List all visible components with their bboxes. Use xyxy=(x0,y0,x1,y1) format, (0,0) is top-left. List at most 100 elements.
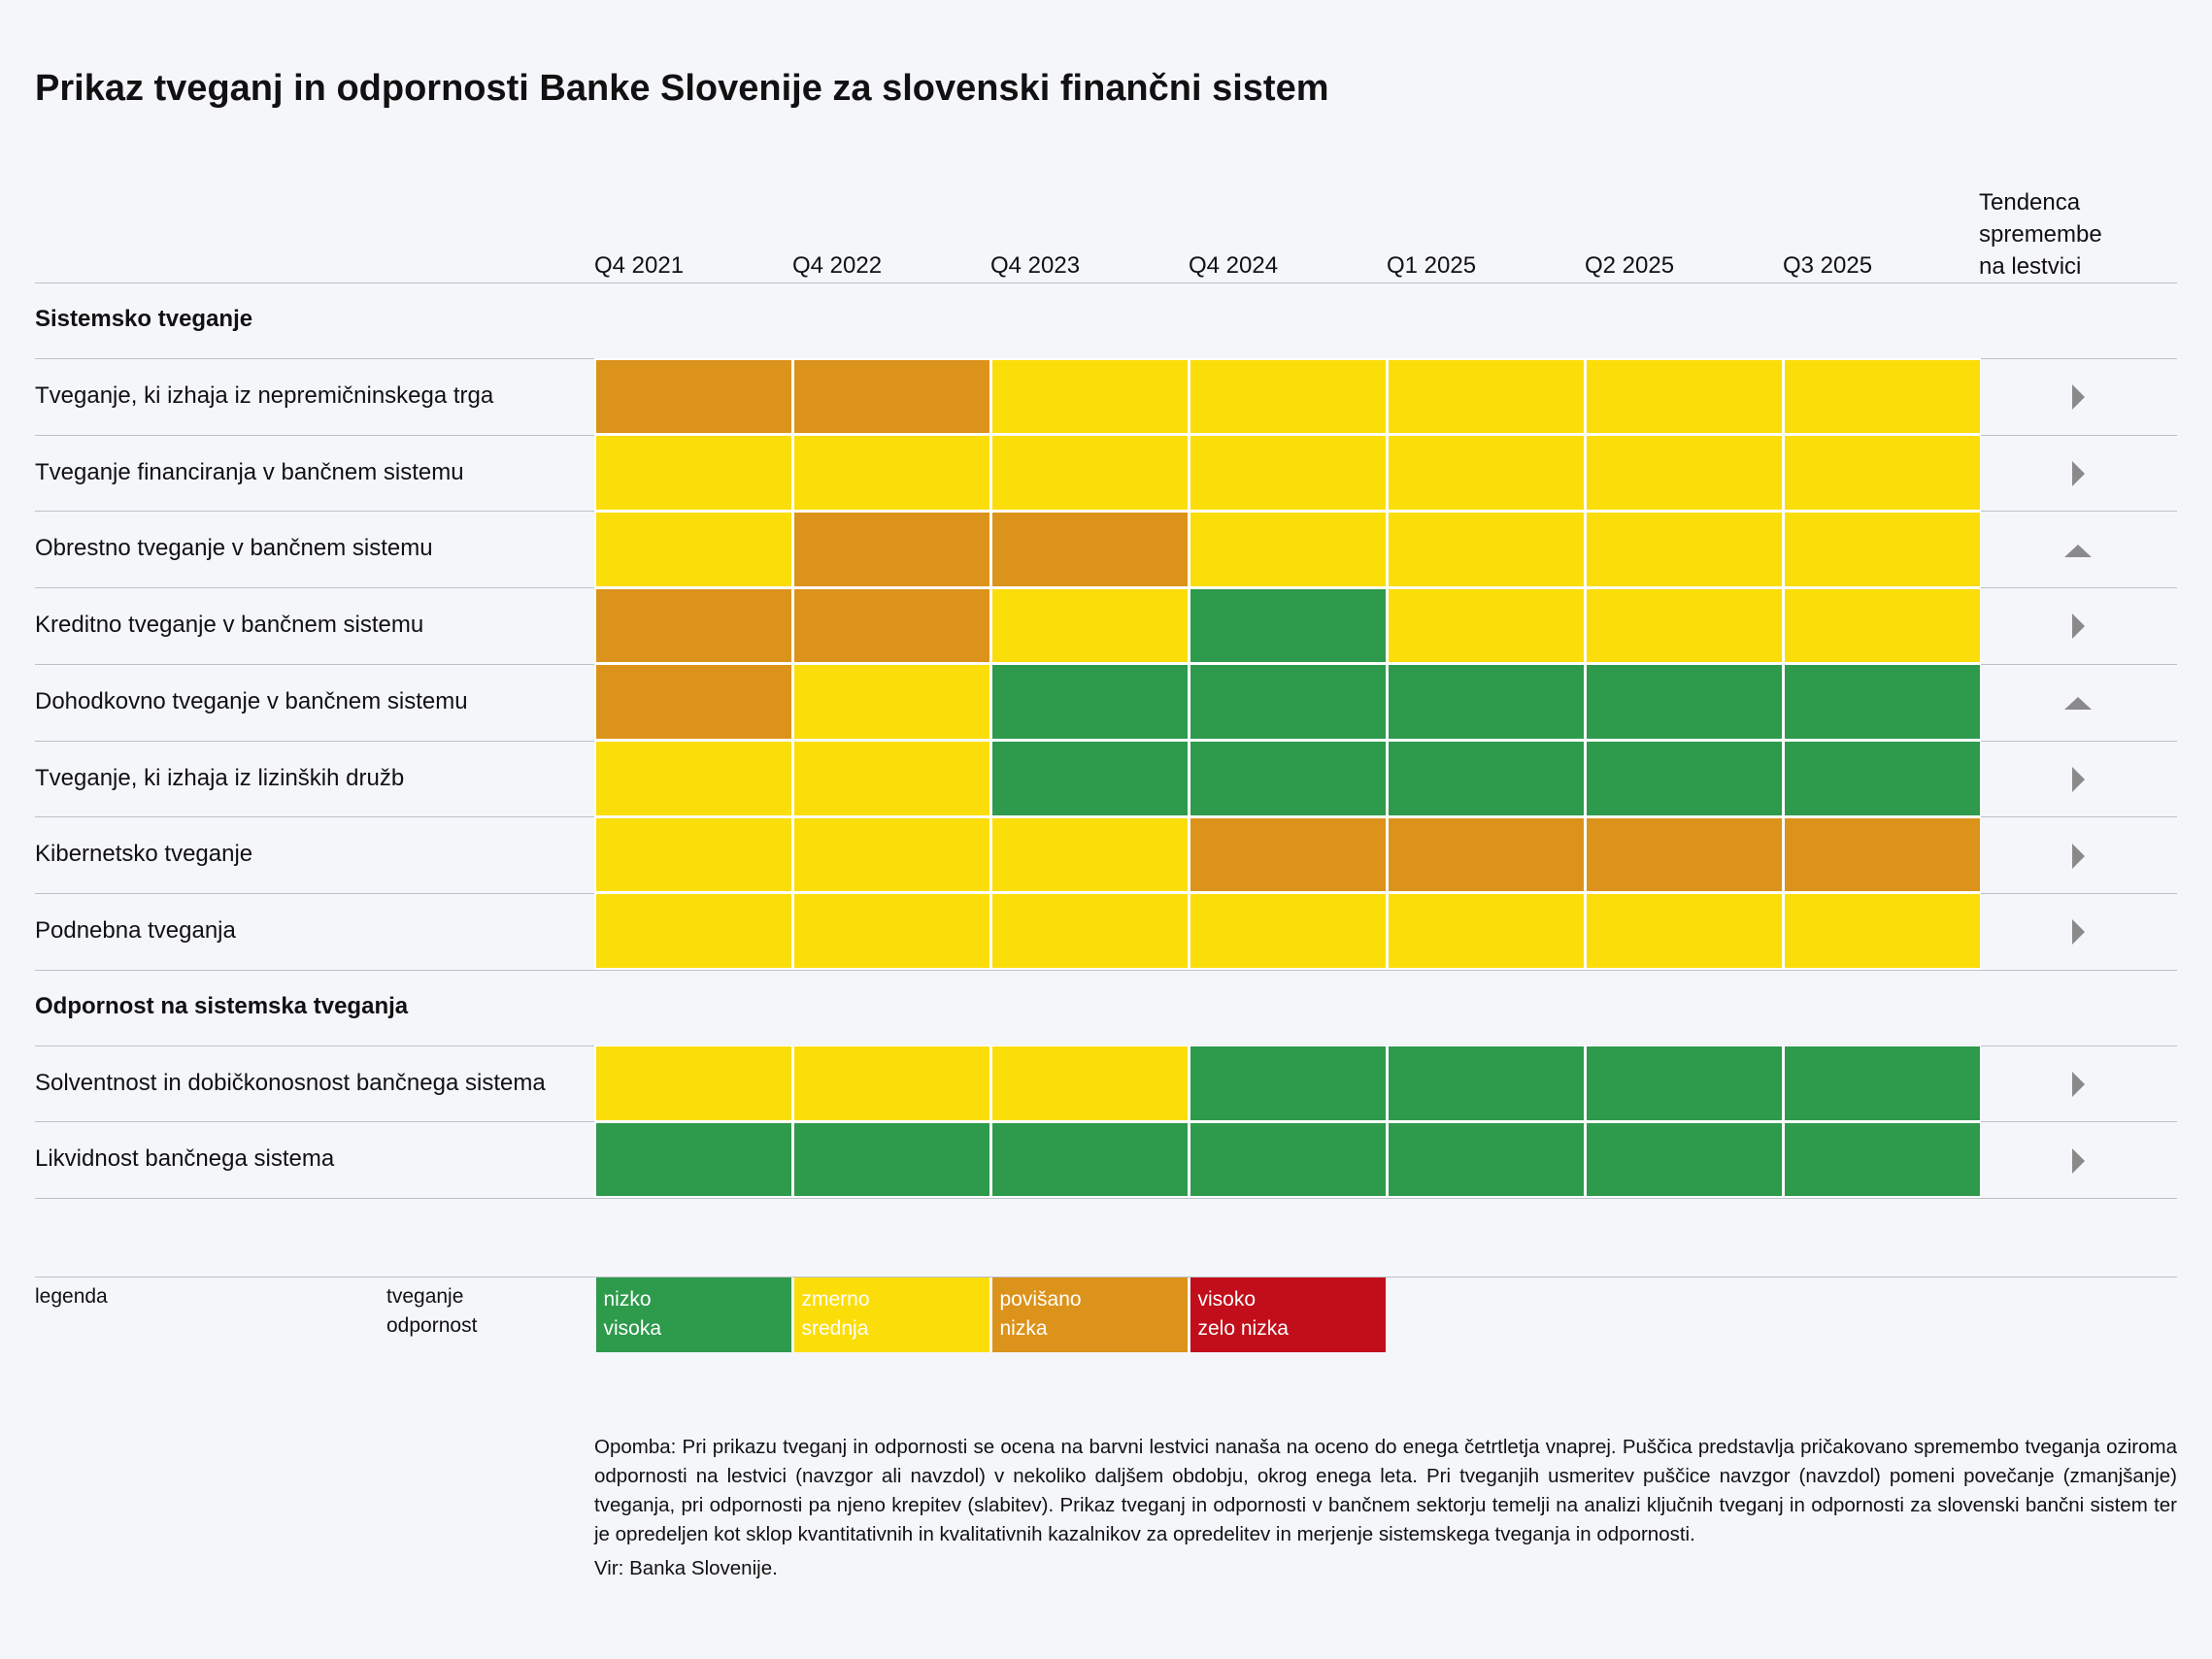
cell xyxy=(1586,359,1782,434)
row-label: Obrestno tveganje v bančnem sistemu xyxy=(35,535,433,562)
cell xyxy=(595,1046,791,1120)
cell xyxy=(1784,512,1980,586)
cell xyxy=(1586,588,1782,663)
section-title: Sistemsko tveganje xyxy=(35,306,253,332)
arrow-shape xyxy=(2072,384,2085,411)
legend-text: srednja xyxy=(801,1317,869,1340)
legend-title: legenda xyxy=(35,1285,108,1308)
row-label: Kreditno tveganje v bančnem sistemu xyxy=(35,612,424,639)
arrow-shape xyxy=(2072,1071,2085,1097)
cell xyxy=(1388,1046,1584,1120)
legend-item: nizko visoka xyxy=(595,1277,791,1352)
cell xyxy=(595,1122,791,1197)
cell xyxy=(1190,436,1386,510)
cell xyxy=(1388,742,1584,815)
legend-text: visoka xyxy=(603,1317,662,1340)
column-header: Q4 2022 xyxy=(792,252,883,279)
legend-kind: tveganje xyxy=(386,1285,464,1308)
cell xyxy=(991,817,1188,892)
cell xyxy=(1586,817,1782,892)
row-label: Dohodkovno tveganje v bančnem sistemu xyxy=(35,687,468,714)
cell xyxy=(1190,1122,1386,1197)
cell xyxy=(1784,1122,1980,1197)
cell xyxy=(1784,665,1980,739)
cell xyxy=(991,894,1188,969)
cell xyxy=(1388,665,1584,739)
column-header: Q1 2025 xyxy=(1387,252,1477,279)
trend-arrow xyxy=(2072,843,2085,869)
trend-header: spremembe xyxy=(1979,221,2102,248)
cell xyxy=(595,359,791,434)
arrow-shape xyxy=(2064,544,2092,557)
cell xyxy=(991,512,1188,586)
column-header: Q4 2023 xyxy=(990,252,1081,279)
row-line xyxy=(35,969,2177,971)
cell xyxy=(1388,588,1584,663)
cell xyxy=(793,359,989,434)
row-label: Tveganje, ki izhaja iz lizinških družb xyxy=(35,764,405,791)
trend-header: na lestvici xyxy=(1979,253,2082,280)
trend-arrow xyxy=(2072,1147,2085,1174)
cell xyxy=(1190,359,1386,434)
cell xyxy=(1190,665,1386,739)
cell xyxy=(595,512,791,586)
cell xyxy=(595,894,791,969)
cell xyxy=(1388,817,1584,892)
trend-arrow xyxy=(2072,919,2085,946)
note: Opomba: Pri prikazu tveganj in odpornost… xyxy=(594,1436,2177,1545)
cell xyxy=(1190,588,1386,663)
arrow-shape xyxy=(2072,1147,2085,1174)
column-header: Q4 2024 xyxy=(1189,252,1279,279)
section-title: Odpornost na sistemska tveganja xyxy=(35,992,409,1019)
cell xyxy=(595,665,791,739)
row-label: Podnebna tveganja xyxy=(35,916,236,944)
cell xyxy=(1388,1122,1584,1197)
legend-text: zmerno xyxy=(801,1288,870,1311)
cell xyxy=(793,436,989,510)
trend-arrow xyxy=(2072,614,2085,640)
cell xyxy=(1586,742,1782,815)
trend-arrow xyxy=(2072,461,2085,487)
cell xyxy=(1190,1046,1386,1120)
arrow-shape xyxy=(2072,766,2085,792)
legend-kind: odpornost xyxy=(386,1314,478,1337)
row-label: Tveganje financiranja v bančnem sistemu xyxy=(35,458,464,485)
cell xyxy=(1586,665,1782,739)
cell xyxy=(793,742,989,815)
cell xyxy=(1586,1046,1782,1120)
cell xyxy=(991,1122,1188,1197)
legend-text: nizka xyxy=(999,1317,1048,1340)
trend-arrow xyxy=(2072,1071,2085,1097)
trend-arrow xyxy=(2064,697,2092,711)
cell xyxy=(595,436,791,510)
cell xyxy=(793,512,989,586)
cell xyxy=(793,817,989,892)
cell xyxy=(991,665,1188,739)
cell xyxy=(1784,436,1980,510)
cell xyxy=(1388,359,1584,434)
column-header: Q3 2025 xyxy=(1783,252,1873,279)
legend-text: nizko xyxy=(603,1288,652,1311)
title: Prikaz tveganj in odpornosti Banke Slove… xyxy=(35,68,1329,109)
trend-arrow xyxy=(2064,544,2092,557)
arrow-shape xyxy=(2072,919,2085,946)
cell xyxy=(793,1122,989,1197)
trend-arrow xyxy=(2072,384,2085,411)
cell xyxy=(793,588,989,663)
cell xyxy=(1388,894,1584,969)
cell xyxy=(1586,512,1782,586)
cell xyxy=(793,894,989,969)
trend-arrow xyxy=(2072,766,2085,792)
column-header: Q2 2025 xyxy=(1585,252,1675,279)
cell xyxy=(1190,742,1386,815)
cell xyxy=(793,1046,989,1120)
legend-text: povišano xyxy=(999,1288,1082,1311)
cell xyxy=(1784,588,1980,663)
cell xyxy=(1388,436,1584,510)
cell xyxy=(1586,1122,1782,1197)
arrow-shape xyxy=(2072,843,2085,869)
cell xyxy=(991,742,1188,815)
legend-text: visoko xyxy=(1197,1288,1257,1311)
cell xyxy=(991,1046,1188,1120)
